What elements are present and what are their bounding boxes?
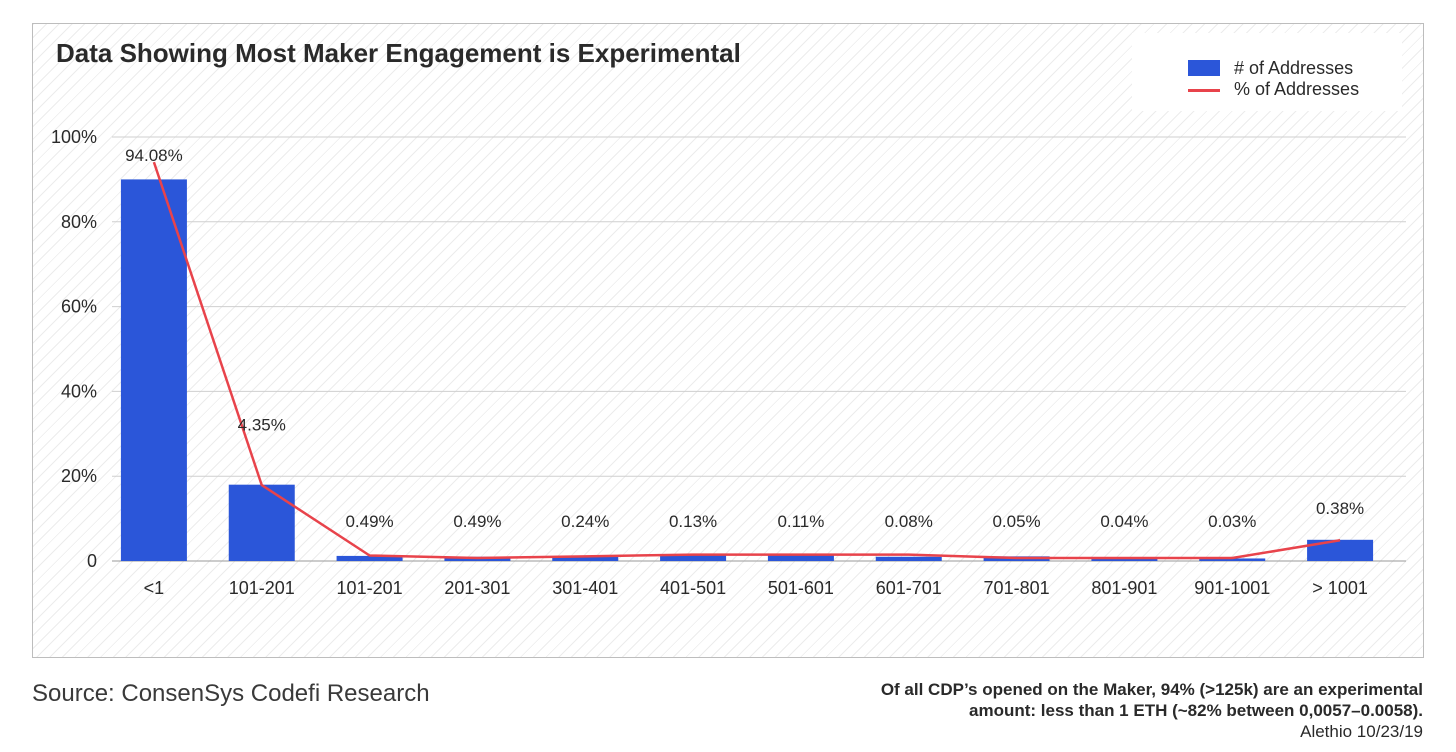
data-label: 0.11%: [777, 512, 824, 531]
y-tick-label: 40%: [61, 381, 97, 401]
y-tick-label: 100%: [51, 127, 97, 147]
bar: [552, 556, 619, 561]
y-tick-label: 80%: [61, 212, 97, 232]
percent-line: [152, 161, 1341, 560]
y-tick-label: 0: [87, 551, 97, 571]
x-tick-label: 801-901: [1091, 578, 1157, 598]
bar: [875, 556, 942, 561]
data-label: 4.35%: [238, 416, 286, 435]
legend: # of Addresses % of Addresses: [1132, 33, 1402, 111]
x-tick-label: 501-601: [768, 578, 834, 598]
source-credit: Source: ConsenSys Codefi Research: [32, 680, 430, 707]
bar: [1199, 558, 1266, 561]
data-label: 0.49%: [345, 512, 393, 531]
legend-label-addresses-percent: % of Addresses: [1234, 79, 1360, 99]
x-tick-label: 601-701: [876, 578, 942, 598]
data-label: 0.13%: [669, 512, 717, 531]
legend-label-addresses-count: # of Addresses: [1234, 58, 1354, 78]
data-label: 0.49%: [453, 512, 501, 531]
data-label: 0.08%: [885, 512, 933, 531]
x-tick-label: 401-501: [660, 578, 726, 598]
x-tick-label: > 1001: [1312, 578, 1368, 598]
data-label: 94.08%: [125, 146, 183, 165]
bar: [228, 484, 295, 561]
x-tick-label: 101-201: [229, 578, 295, 598]
data-label: 0.04%: [1100, 512, 1148, 531]
data-label: 0.03%: [1208, 512, 1256, 531]
y-tick-label: 60%: [61, 297, 97, 317]
footnote-line-1: Of all CDP’s opened on the Maker, 94% (>…: [880, 680, 1423, 699]
chart-title: Data Showing Most Maker Engagement is Ex…: [56, 38, 741, 68]
bar: [1091, 558, 1158, 561]
bar: [1307, 539, 1374, 561]
data-label: 0.24%: [561, 512, 609, 531]
x-tick-label: 901-1001: [1194, 578, 1270, 598]
bar: [767, 555, 834, 561]
x-tick-label: <1: [144, 578, 165, 598]
legend-bar-swatch: [1188, 60, 1220, 76]
data-label: 0.05%: [992, 512, 1040, 531]
legend-line-swatch: [1188, 89, 1220, 92]
footnote: Of all CDP’s opened on the Maker, 94% (>…: [783, 679, 1423, 742]
x-tick-label: 201-301: [444, 578, 510, 598]
bar: [660, 555, 727, 561]
x-tick-label: 101-201: [337, 578, 403, 598]
data-label: 0.38%: [1316, 499, 1364, 518]
y-tick-label: 20%: [61, 466, 97, 486]
footnote-line-2: amount: less than 1 ETH (~82% between 0,…: [969, 701, 1423, 720]
bar: [336, 555, 403, 561]
x-tick-label: 301-401: [552, 578, 618, 598]
x-tick-label: 701-801: [984, 578, 1050, 598]
bar: [120, 179, 187, 561]
footnote-credit: Alethio 10/23/19: [1300, 722, 1423, 741]
